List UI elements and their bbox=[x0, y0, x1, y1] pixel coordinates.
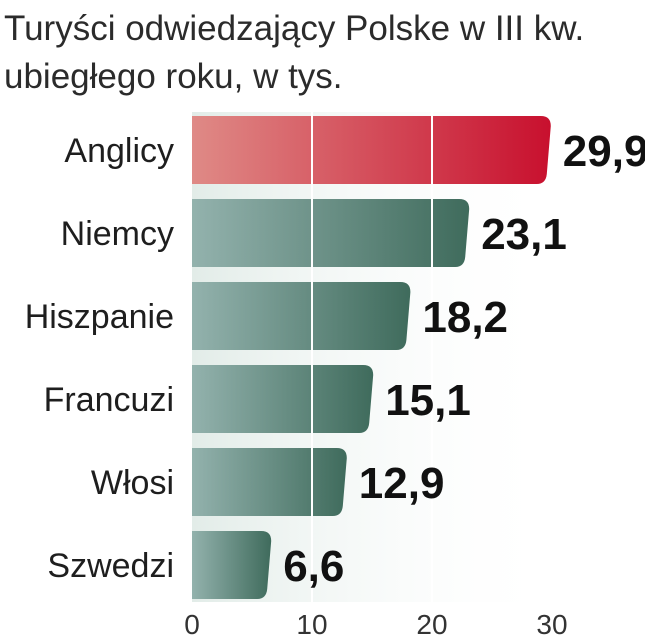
bar-hiszpanie bbox=[192, 282, 411, 350]
category-label: Szwedzi bbox=[47, 547, 174, 585]
category-label: Francuzi bbox=[44, 381, 174, 419]
category-label: Anglicy bbox=[64, 132, 174, 170]
bar-niemcy bbox=[192, 199, 470, 267]
x-tick-label: 0 bbox=[184, 609, 200, 640]
value-label: 23,1 bbox=[481, 210, 567, 259]
category-labels: Anglicy Niemcy Hiszpanie Francuzi Włosi Szwed… bbox=[25, 132, 174, 585]
gridlines bbox=[311, 112, 553, 602]
category-label: Hiszpanie bbox=[25, 298, 174, 336]
bar-szwedzi bbox=[192, 531, 272, 599]
x-tick-label: 20 bbox=[416, 609, 447, 640]
value-label: 18,2 bbox=[422, 293, 508, 342]
value-label: 15,1 bbox=[385, 376, 471, 425]
x-tick-label: 30 bbox=[536, 609, 567, 640]
value-label: 6,6 bbox=[283, 542, 344, 591]
value-labels: 29,9 23,1 18,2 15,1 12,9 6,6 bbox=[283, 127, 645, 591]
bar-włosi bbox=[192, 448, 347, 516]
bar-francuzi bbox=[192, 365, 374, 433]
category-label: Niemcy bbox=[61, 215, 174, 253]
chart-title-line-1: Turyści odwiedzający Polske w III kw. bbox=[4, 9, 584, 48]
value-label: 12,9 bbox=[359, 459, 445, 508]
value-label: 29,9 bbox=[563, 127, 645, 176]
category-label: Włosi bbox=[91, 464, 174, 502]
x-axis-tick-labels: 0 10 20 30 bbox=[184, 609, 567, 640]
bar-anglicy bbox=[192, 116, 551, 184]
bars bbox=[192, 116, 551, 599]
plot-background bbox=[192, 112, 558, 602]
x-tick-label: 10 bbox=[296, 609, 327, 640]
chart-title-line-2: ubiegłego roku, w tys. bbox=[4, 57, 343, 96]
